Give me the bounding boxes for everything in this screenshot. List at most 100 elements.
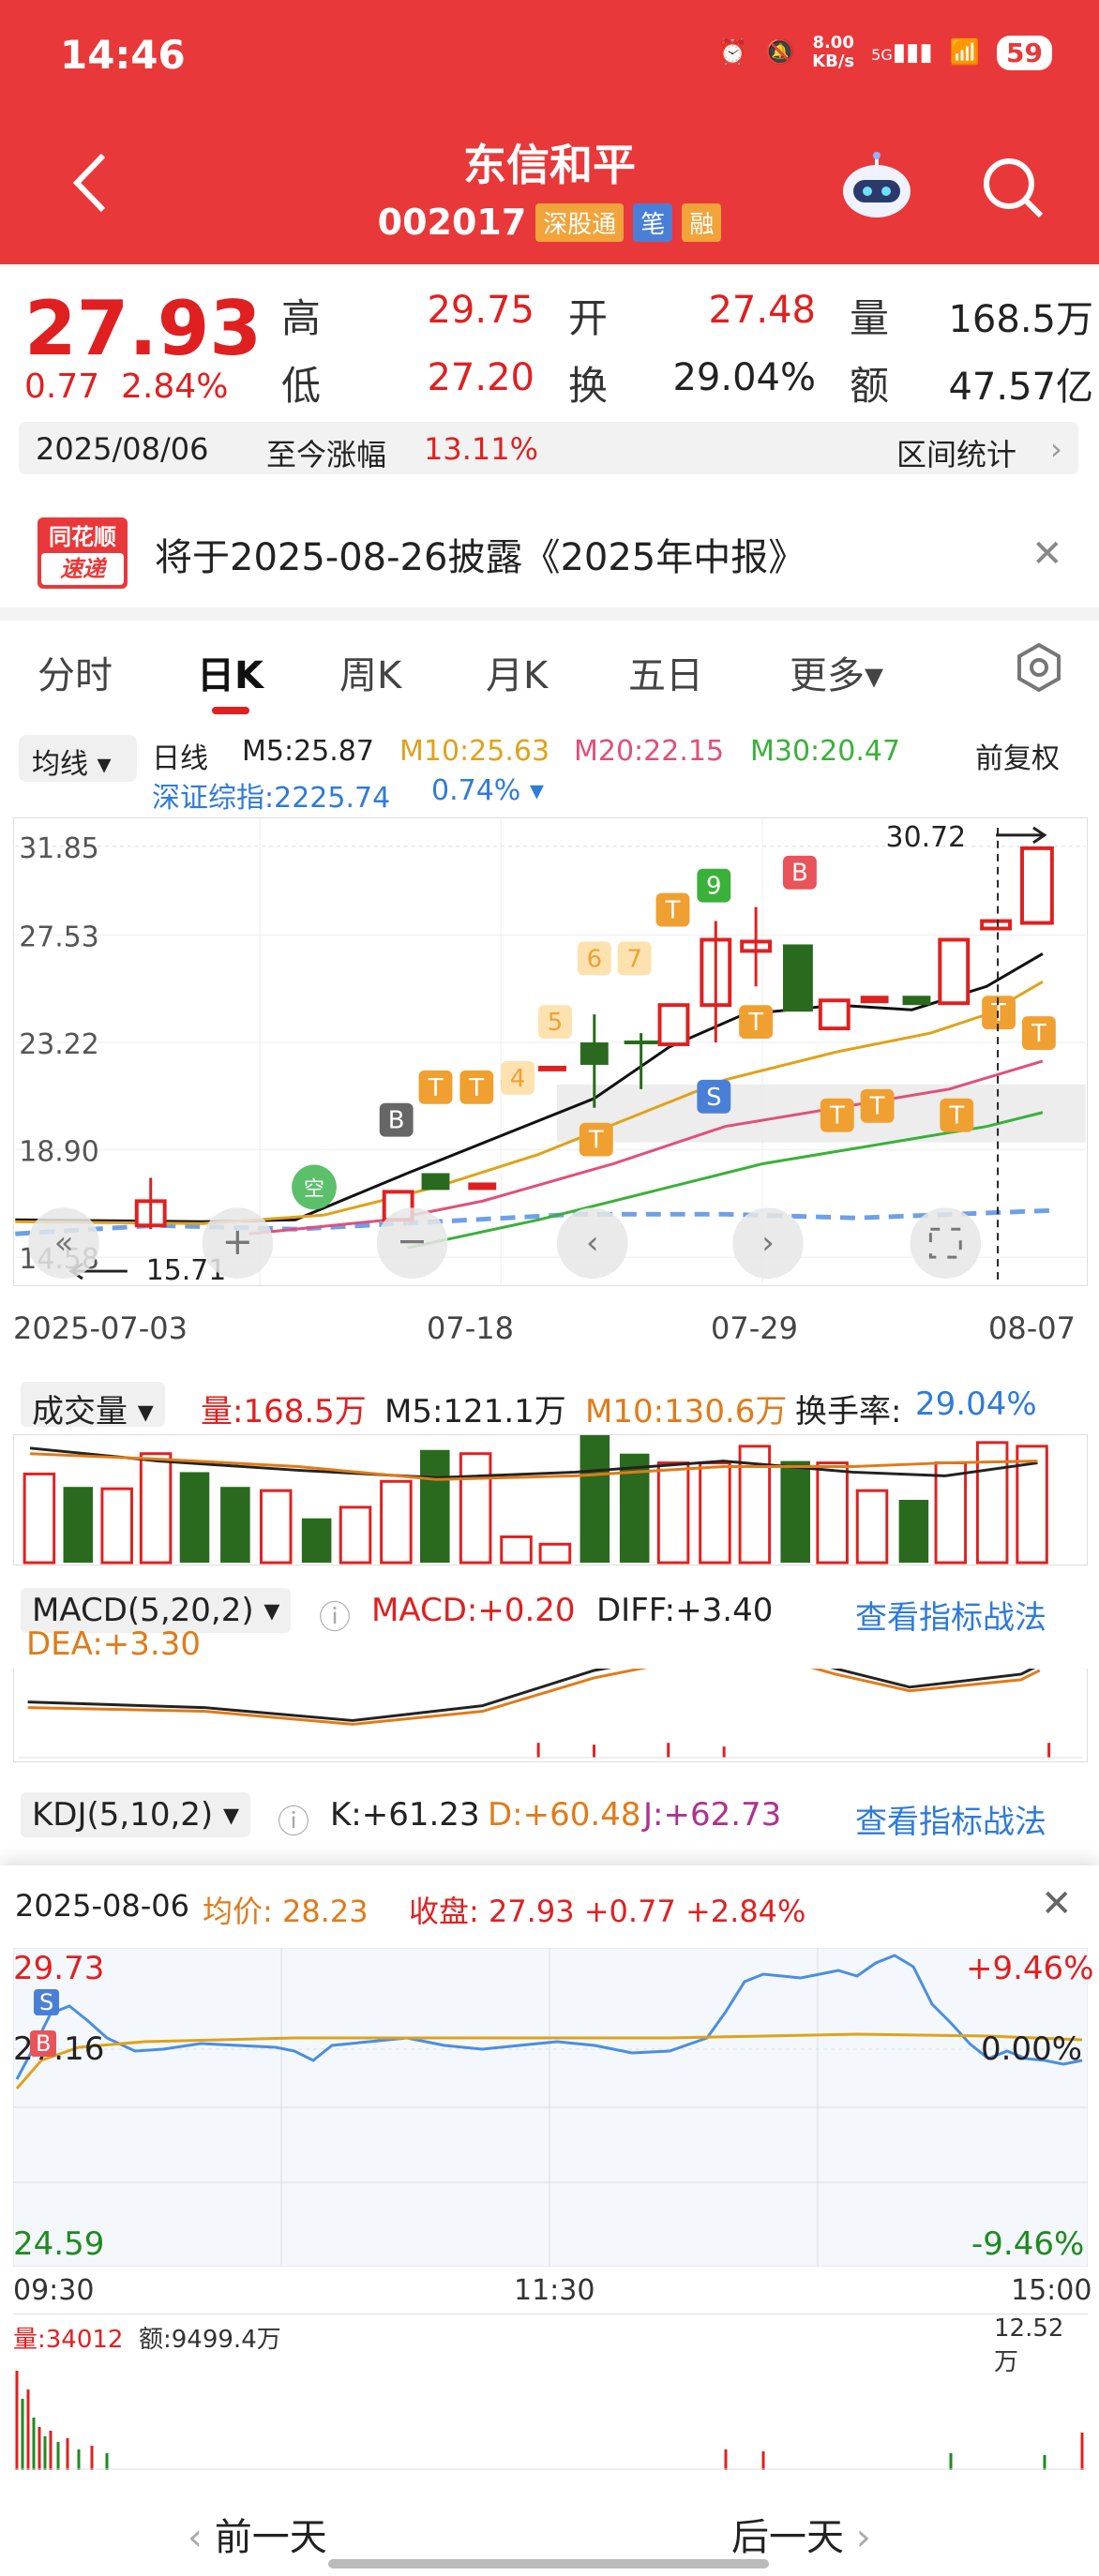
home-indicator[interactable] — [328, 2559, 769, 2569]
kdj-select[interactable]: KDJ(5,10,2) ▾ — [21, 1792, 251, 1837]
svg-text:4: 4 — [510, 1065, 525, 1093]
index-value: 深证综指:2225.74 — [152, 782, 391, 815]
status-icons: ⏰ 🔕 8.00 KB/s 5G▮▮▮ 📶 59 — [717, 34, 1052, 71]
open-value: 27.48 — [708, 289, 816, 332]
alarm-icon: ⏰ — [717, 38, 748, 67]
volume-m5: M5:121.1万 — [384, 1393, 566, 1430]
back-icon[interactable] — [68, 150, 114, 216]
volume-header: 成交量 ▾ 量:168.5万 M5:121.1万 M10:130.6万 换手率:… — [0, 1376, 1099, 1432]
y-label-3: 18.90 — [19, 1136, 99, 1169]
ths-logo: 同花顺 速递 — [38, 517, 128, 589]
wifi-icon: 📶 — [949, 38, 981, 67]
svg-text:7: 7 — [626, 945, 641, 973]
tab-more[interactable]: 更多▾ — [790, 654, 884, 697]
svg-text:T: T — [468, 1074, 484, 1102]
svg-text:−: − — [397, 1220, 428, 1263]
close-icon[interactable]: ✕ — [1041, 1882, 1073, 1925]
y-label-0: 31.85 — [19, 832, 99, 865]
tag-hk-connect: 深股通 — [535, 202, 625, 242]
tab-five-day[interactable]: 五日 — [628, 654, 703, 697]
volume-select[interactable]: 成交量 ▾ — [21, 1382, 165, 1430]
kline-chart[interactable]: B T T 4 5 6 7 T T 9 S T B T T T T T 空 31… — [13, 817, 1088, 1286]
turnover-label: 换手率: — [795, 1393, 902, 1430]
svg-text:T: T — [588, 1127, 604, 1155]
volume-label: 量 — [850, 295, 890, 341]
tab-daily[interactable]: 日K — [197, 654, 263, 697]
max-price-label: 30.72 — [886, 821, 967, 854]
intraday-chart[interactable] — [13, 1948, 1088, 2267]
intraday-volume: 量:34012 额:9499.4万 12.52万 — [13, 2314, 1088, 2470]
macd-chart — [13, 1669, 1088, 1762]
battery-icon: 59 — [997, 35, 1052, 70]
high-label: 高 — [281, 295, 322, 341]
volume-value: 168.5万 — [948, 298, 1093, 341]
dea-value: DEA:+3.30 — [26, 1625, 201, 1663]
svg-text:T: T — [829, 1102, 845, 1131]
tab-intraday[interactable]: 分时 — [38, 654, 113, 697]
range-stats-link[interactable]: 区间统计 — [896, 437, 1017, 472]
robot-assistant-icon[interactable] — [835, 150, 919, 225]
sheet-header: 2025-08-06 均价: 28.23 收盘: 27.93 +0.77 +2.… — [0, 1865, 1099, 1940]
d-value: D:+60.48 — [488, 1796, 641, 1834]
tag-margin: 融 — [682, 202, 722, 242]
x-label-0: 2025-07-03 — [13, 1310, 188, 1346]
svg-text:‹: ‹ — [586, 1224, 599, 1261]
svg-text:空: 空 — [304, 1177, 324, 1201]
ma-select[interactable]: 均线 ▾ — [19, 735, 137, 782]
amount-label: 额 — [850, 363, 890, 409]
minute-volume: 量:34012 — [13, 2326, 124, 2354]
turnover-label: 换 — [568, 363, 609, 409]
kline-x-axis: 2025-07-03 07-18 07-29 08-07 — [0, 1305, 1099, 1352]
y-label-2: 23.22 — [19, 1028, 99, 1061]
search-icon[interactable] — [975, 150, 1050, 225]
last-price: 27.93 — [24, 285, 263, 372]
tab-monthly[interactable]: 月K — [486, 654, 549, 697]
svg-text:T: T — [428, 1074, 444, 1102]
help-icon[interactable]: ⓘ — [278, 1804, 309, 1841]
help-icon[interactable]: ⓘ — [319, 1599, 351, 1637]
signal-badges: B T T 4 5 6 7 T T 9 S T B T T T T T 空 — [292, 855, 1056, 1210]
amount-value: 47.57亿 — [948, 366, 1093, 409]
chart-controls[interactable]: « + − ‹ › — [28, 1207, 982, 1280]
adjust-mode[interactable]: 前复权 — [975, 742, 1060, 775]
candles — [134, 846, 1054, 1230]
notice-banner[interactable]: 同花顺 速递 将于2025-08-26披露《2025年中报》 ✕ — [0, 499, 1099, 602]
time-mid: 11:30 — [514, 2274, 595, 2307]
avg-price: 均价: 28.23 — [203, 1894, 369, 1929]
turnover-rate: 29.04% — [915, 1385, 1037, 1423]
svg-text:›: › — [761, 1224, 775, 1261]
date-bar[interactable]: 2025/08/06 至今涨幅 13.11% 区间统计 › — [19, 422, 1078, 474]
tab-underline — [212, 707, 249, 714]
y-label-1: 27.53 — [19, 921, 99, 953]
tab-weekly[interactable]: 周K — [339, 654, 402, 697]
sheet-date: 2025-08-06 — [15, 1888, 189, 1924]
j-value: J:+62.73 — [643, 1796, 782, 1834]
intraday-pct-mid: 0.00% — [981, 2030, 1083, 2068]
svg-text:T: T — [1031, 1020, 1046, 1048]
svg-text:9: 9 — [706, 873, 721, 901]
svg-text:T: T — [747, 1009, 763, 1037]
settings-icon[interactable] — [1013, 641, 1065, 694]
signal-icon: 5G▮▮▮ — [871, 38, 933, 67]
since-value: 13.11% — [424, 431, 539, 467]
selected-date: 2025/08/06 — [36, 431, 209, 467]
kdj-strategy-link[interactable]: 查看指标战法 — [855, 1804, 1046, 1841]
mute-icon: 🔕 — [764, 38, 796, 67]
prev-day-button[interactable]: ‹ 前一天 — [188, 2516, 327, 2559]
chevron-right-icon: › — [1050, 431, 1062, 467]
time-open: 09:30 — [13, 2274, 95, 2307]
macd-strategy-link[interactable]: 查看指标战法 — [855, 1599, 1046, 1637]
price-change: 0.77 2.84% — [24, 367, 229, 406]
intraday-volume-bars — [13, 2371, 1088, 2470]
close-icon[interactable]: ✕ — [1031, 532, 1063, 576]
intraday-sheet: 2025-08-06 均价: 28.23 收盘: 27.93 +0.77 +2.… — [0, 1865, 1099, 2576]
turnover-value: 29.04% — [672, 356, 816, 399]
volume-m10: M10:130.6万 — [585, 1393, 788, 1430]
x-label-3: 08-07 — [988, 1310, 1076, 1346]
buy-badge: B — [30, 2030, 57, 2057]
low-value: 27.20 — [427, 356, 534, 399]
net-speed: 8.00 KB/s — [812, 33, 855, 71]
ma20-value: M20:22.15 — [574, 735, 725, 768]
macd-select[interactable]: MACD(5,20,2) ▾ — [21, 1588, 292, 1633]
next-day-button[interactable]: 后一天 › — [731, 2516, 871, 2559]
